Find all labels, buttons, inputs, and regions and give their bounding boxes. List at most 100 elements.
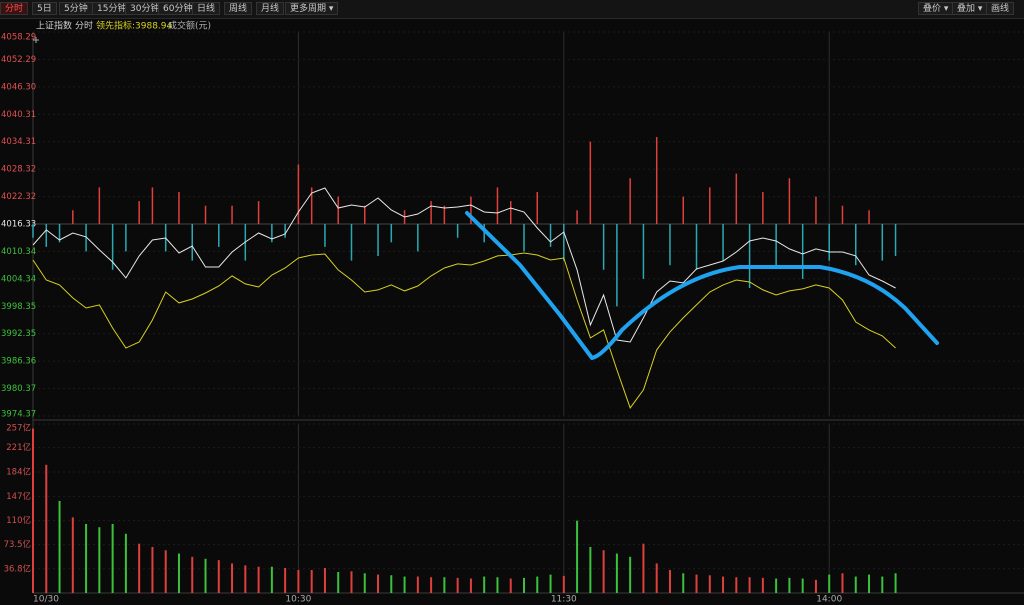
volume-bar xyxy=(483,576,486,593)
y-tick-label: 3980.37 xyxy=(1,384,36,394)
y-tick-label: 4004.34 xyxy=(1,274,36,284)
volume-bar xyxy=(164,550,167,593)
indicator: 领先指标:3988.94 xyxy=(96,20,173,32)
y-tick-label: 4052.29 xyxy=(1,55,36,65)
volume-bar xyxy=(854,576,857,593)
volume-bar xyxy=(735,577,738,593)
period-button[interactable]: 15分钟 xyxy=(92,2,132,15)
volume-bar xyxy=(881,576,884,593)
tool-button[interactable]: 画线 xyxy=(986,2,1015,15)
indicator-bar xyxy=(297,164,300,224)
volume-bar xyxy=(708,575,711,593)
indicator-bar xyxy=(204,205,207,224)
indicator-bar xyxy=(324,224,326,247)
volume-bar xyxy=(58,500,61,593)
indicator-bar xyxy=(576,210,578,224)
y-tick-label: 4028.32 xyxy=(1,165,36,175)
indicator-bar xyxy=(775,224,777,266)
volume-bar xyxy=(204,558,207,593)
x-tick-label: 10/30 xyxy=(33,595,59,605)
x-tick-label: 10:30 xyxy=(285,595,311,605)
indicator-bar xyxy=(470,196,472,224)
indicator-bar xyxy=(45,224,48,247)
indicator-bar xyxy=(58,224,61,243)
indicator-bar xyxy=(191,224,193,261)
volume-bar xyxy=(284,568,287,593)
indicator-bar xyxy=(98,187,101,224)
indicator-bar xyxy=(32,224,34,238)
volume-bar xyxy=(642,543,645,593)
indicator-bar xyxy=(85,224,87,252)
volume-bar xyxy=(85,523,88,593)
volume-bar xyxy=(350,571,353,593)
indicator-bar xyxy=(377,224,379,257)
period-button[interactable]: 日线 xyxy=(192,2,221,15)
volume-bar xyxy=(377,574,380,593)
period-button[interactable]: 5日 xyxy=(32,2,57,15)
period-button[interactable]: 60分钟 xyxy=(158,2,198,15)
volume-bar xyxy=(788,577,791,593)
volume-bar xyxy=(257,566,260,593)
indicator-bar xyxy=(616,224,618,307)
volume-bar xyxy=(509,578,512,593)
indicator-bar xyxy=(231,205,233,224)
y-tick-label: 3992.35 xyxy=(1,329,36,339)
mode: 分时 xyxy=(75,20,93,32)
indicator-bar xyxy=(496,187,499,224)
y-tick-label: 4016.33 xyxy=(1,220,36,230)
volume-bar xyxy=(761,577,764,593)
volume-bar xyxy=(270,566,273,593)
indicator-bar xyxy=(589,141,592,224)
period-button[interactable]: 周线 xyxy=(224,2,253,15)
indicator-bar xyxy=(695,224,698,270)
volume-bar xyxy=(668,569,671,593)
volume-bar xyxy=(363,573,366,593)
indicator-bar xyxy=(111,224,114,270)
indicator-bar xyxy=(364,205,366,224)
indicator-bar xyxy=(629,178,631,224)
volume-bar xyxy=(868,574,871,593)
volume-bar xyxy=(71,517,74,593)
period-button[interactable]: 分时 xyxy=(0,2,29,15)
index-name: 上证指数 xyxy=(36,20,72,32)
indicator-bar xyxy=(828,224,830,261)
volume-bar xyxy=(98,527,101,593)
indicator-bar xyxy=(138,201,140,224)
y-tick-label: 4022.32 xyxy=(1,192,36,202)
indicator-bar xyxy=(390,224,393,243)
indicator-bar xyxy=(257,201,260,224)
indicator-bar xyxy=(709,187,711,224)
period-button[interactable]: 月线 xyxy=(256,2,285,15)
indicator-bar xyxy=(178,191,180,224)
volume-bar xyxy=(536,576,539,593)
volume-bar xyxy=(151,546,154,593)
y-tick-label: 73.5亿 xyxy=(4,539,31,550)
cursor xyxy=(33,37,39,43)
volume-bar xyxy=(469,578,472,593)
more-button[interactable]: 更多周期 ▾ xyxy=(285,2,339,15)
indicator-bar xyxy=(509,201,512,224)
indicator-bar xyxy=(669,224,671,266)
volume-bar xyxy=(615,553,618,593)
toolbar: 分时 5日 5分钟 15分钟 30分钟 60分钟 日线 周线 月线 更多周期 ▾… xyxy=(0,0,1024,19)
volume-bar xyxy=(231,563,234,593)
indicator-bar xyxy=(483,224,485,243)
plot: 10/30 10:30 11:30 14:00 4058.29 4052.29 4046.3… xyxy=(1,31,1024,605)
indicator-bar xyxy=(456,224,459,238)
y-tick-label: 110亿 xyxy=(6,515,31,526)
period-button[interactable]: 5分钟 xyxy=(59,2,93,15)
x-tick-label: 11:30 xyxy=(551,595,577,605)
volume-bar xyxy=(390,575,393,593)
indicator-bar xyxy=(443,205,446,224)
indicator-bar xyxy=(748,224,751,289)
volume-bar xyxy=(217,560,220,593)
indicator-bar xyxy=(894,224,897,257)
volume-bar xyxy=(748,577,751,593)
volume-bar xyxy=(828,574,831,593)
volume-bar xyxy=(45,464,48,593)
volume-bar xyxy=(523,577,525,593)
volume-bar xyxy=(124,533,127,593)
volume-bar xyxy=(549,574,552,593)
